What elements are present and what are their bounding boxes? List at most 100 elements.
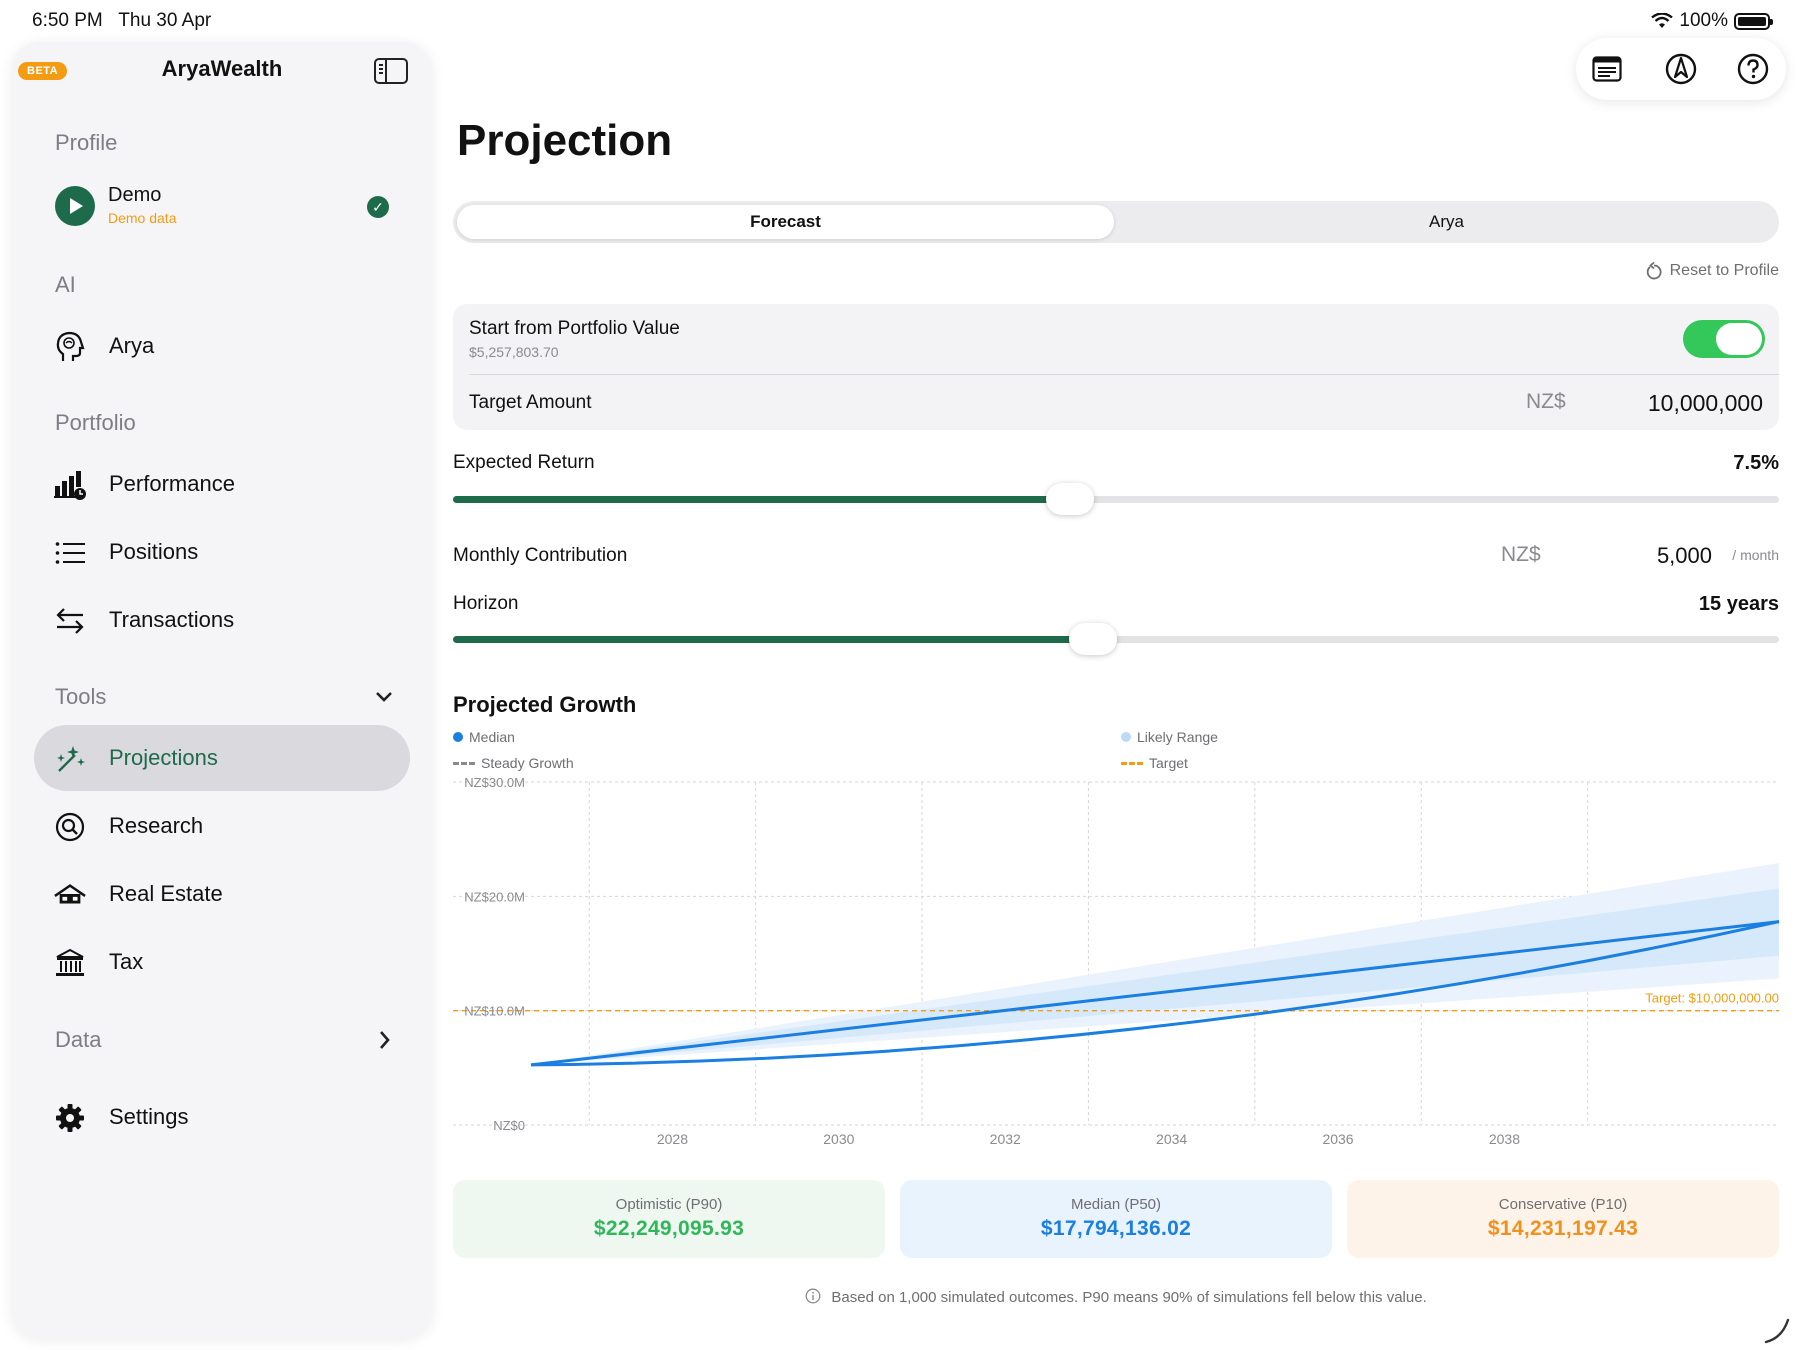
sidebar-item-label: Projections bbox=[109, 745, 218, 770]
sidebar-item-arya[interactable]: Arya bbox=[34, 313, 410, 379]
legend-label: Median bbox=[469, 729, 515, 745]
section-tools: Tools bbox=[55, 684, 107, 709]
x-tick-label: 2028 bbox=[657, 1131, 688, 1147]
sidebar-item-positions[interactable]: Positions bbox=[34, 519, 410, 585]
compass-icon bbox=[1665, 53, 1697, 85]
profile-name[interactable]: Demo bbox=[108, 184, 162, 206]
sidebar-item-transactions[interactable]: Transactions bbox=[34, 587, 410, 653]
projection-chart: NZ$0 NZ$10.0M NZ$20.0M NZ$30.0M 2028 2030 2032… bbox=[453, 775, 1780, 1147]
stat-value: $17,794,136.02 bbox=[1040, 1217, 1192, 1240]
bar-chart-icon bbox=[54, 469, 86, 501]
start-from-label: Start from Portfolio Value bbox=[469, 318, 680, 339]
magnifier-icon bbox=[54, 811, 86, 843]
stat-title: Optimistic (P90) bbox=[615, 1196, 723, 1213]
magic-wand-icon bbox=[54, 743, 86, 775]
monthly-contribution-input[interactable]: 5,000 bbox=[1656, 543, 1712, 568]
target-currency: NZ$ bbox=[1526, 390, 1566, 413]
likely-range-inner bbox=[531, 888, 1779, 1065]
section-ai: AI bbox=[55, 272, 76, 297]
status-right: 100% bbox=[1651, 10, 1773, 32]
horizon-label: Horizon bbox=[453, 593, 519, 614]
x-tick-label: 2036 bbox=[1322, 1131, 1353, 1147]
gear-icon bbox=[54, 1102, 86, 1134]
legend-range: Likely Range bbox=[1121, 729, 1218, 745]
sidebar-item-label: Performance bbox=[109, 471, 235, 496]
app-title: AryaWealth bbox=[161, 56, 283, 81]
section-profile: Profile bbox=[55, 130, 118, 155]
tab-forecast[interactable]: Forecast bbox=[457, 205, 1114, 239]
y-tick-label: NZ$10.0M bbox=[464, 1004, 525, 1019]
y-tick-label: NZ$20.0M bbox=[464, 889, 525, 904]
section-portfolio: Portfolio bbox=[55, 410, 136, 435]
stat-median: Median (P50) $17,794,136.02 bbox=[900, 1180, 1332, 1258]
sidebar-item-label: Arya bbox=[109, 333, 155, 358]
stat-title: Median (P50) bbox=[1070, 1196, 1162, 1213]
chevron-down-icon[interactable] bbox=[374, 690, 394, 704]
median-line bbox=[530, 920, 1780, 1067]
legend-target: Target bbox=[1121, 755, 1188, 771]
battery-text: 100% bbox=[1679, 10, 1728, 31]
document-icon bbox=[1592, 56, 1622, 82]
expected-return-label: Expected Return bbox=[453, 452, 595, 473]
slider-thumb[interactable] bbox=[1069, 623, 1118, 655]
wifi-icon bbox=[1651, 13, 1674, 28]
legend-label: Likely Range bbox=[1137, 729, 1218, 745]
segmented-control: Forecast Arya bbox=[453, 201, 1779, 243]
reset-to-profile-button[interactable]: Reset to Profile bbox=[1646, 262, 1779, 280]
y-tick-label: NZ$0 bbox=[493, 1118, 525, 1133]
x-tick-label: 2030 bbox=[823, 1131, 854, 1147]
sidebar: BETA AryaWealth Profile Demo Demo data ✓… bbox=[12, 42, 432, 1338]
monthly-unit: / month bbox=[1732, 547, 1779, 563]
sidebar-toggle-icon[interactable] bbox=[374, 58, 408, 84]
sidebar-item-label: Research bbox=[109, 813, 204, 838]
target-amount-input[interactable]: 10,000,000 bbox=[1647, 390, 1763, 416]
arrows-swap-icon bbox=[54, 605, 86, 637]
y-tick-label: NZ$30.0M bbox=[464, 775, 525, 790]
question-icon bbox=[1737, 53, 1769, 85]
chart-title: Projected Growth bbox=[453, 692, 637, 717]
sidebar-item-research[interactable]: Research bbox=[34, 793, 410, 859]
slider-fill bbox=[453, 636, 1094, 643]
monthly-contribution-label: Monthly Contribution bbox=[453, 545, 628, 566]
status-time: 6:50 PM Thu 30 Apr bbox=[32, 10, 211, 32]
expected-return-slider[interactable] bbox=[453, 483, 1779, 515]
stat-optimistic: Optimistic (P90) $22,249,095.93 bbox=[453, 1180, 885, 1258]
brain-head-icon bbox=[54, 331, 86, 363]
x-tick-label: 2032 bbox=[990, 1131, 1021, 1147]
tab-arya[interactable]: Arya bbox=[1429, 212, 1464, 231]
sidebar-item-settings[interactable]: Settings bbox=[34, 1084, 410, 1150]
reset-label: Reset to Profile bbox=[1669, 262, 1779, 279]
compass-button[interactable] bbox=[1664, 52, 1698, 86]
section-data[interactable]: Data bbox=[55, 1027, 102, 1052]
legend-label: Target bbox=[1149, 755, 1188, 771]
notes-button[interactable] bbox=[1590, 52, 1624, 86]
list-icon bbox=[54, 537, 86, 569]
stat-title: Conservative (P10) bbox=[1498, 1196, 1628, 1213]
footnote: Based on 1,000 simulated outcomes. P90 m… bbox=[453, 1288, 1779, 1306]
slider-thumb[interactable] bbox=[1045, 483, 1094, 515]
sidebar-item-real-estate[interactable]: Real Estate bbox=[34, 861, 410, 927]
scribble-handle-icon[interactable] bbox=[1762, 1318, 1792, 1344]
horizon-value: 15 years bbox=[1698, 593, 1779, 615]
page-title: Projection bbox=[457, 116, 673, 165]
profile-play-icon[interactable] bbox=[55, 186, 95, 226]
chevron-right-icon[interactable] bbox=[378, 1029, 392, 1051]
sidebar-item-projections[interactable]: Projections bbox=[34, 725, 410, 791]
sidebar-item-performance[interactable]: Performance bbox=[34, 451, 410, 517]
sidebar-item-tax[interactable]: Tax bbox=[34, 929, 410, 995]
battery-icon bbox=[1734, 12, 1773, 30]
help-button[interactable] bbox=[1736, 52, 1770, 86]
settings-card: Start from Portfolio Value $5,257,803.70… bbox=[453, 304, 1779, 430]
legend-label: Steady Growth bbox=[481, 755, 574, 771]
horizon-slider[interactable] bbox=[453, 623, 1779, 655]
legend-steady: Steady Growth bbox=[453, 755, 574, 771]
target-label: Target: $10,000,000.00 bbox=[1645, 991, 1779, 1006]
x-tick-label: 2034 bbox=[1156, 1131, 1187, 1147]
steady-growth-line bbox=[530, 920, 1780, 1067]
beta-badge: BETA bbox=[18, 62, 68, 80]
target-amount-label: Target Amount bbox=[469, 392, 592, 413]
date-text: Thu 30 Apr bbox=[118, 10, 212, 31]
divider bbox=[469, 374, 1779, 375]
stat-value: $22,249,095.93 bbox=[593, 1217, 745, 1240]
start-from-toggle[interactable] bbox=[1683, 320, 1765, 358]
